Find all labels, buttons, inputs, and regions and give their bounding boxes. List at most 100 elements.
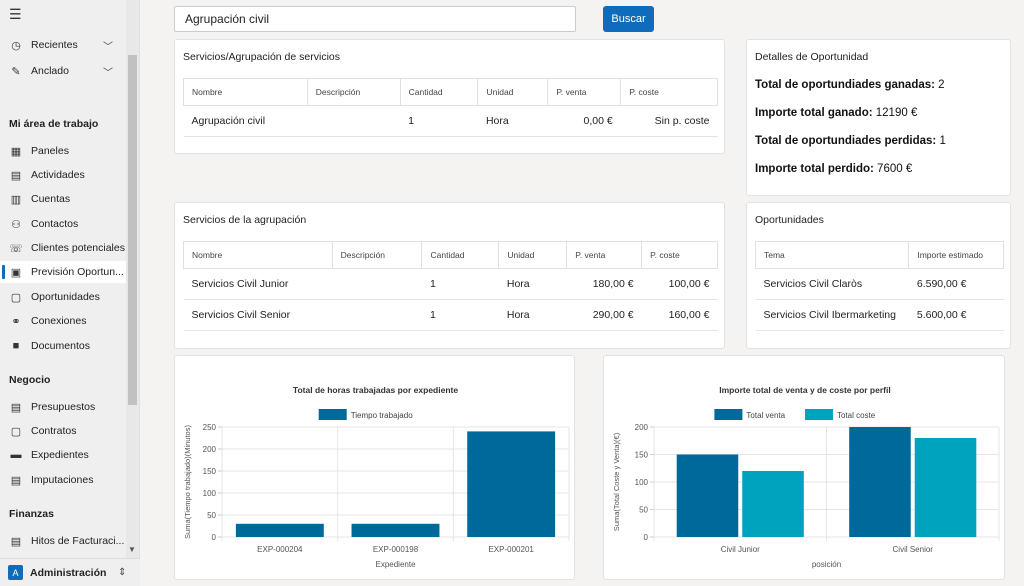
sidebar-item-opportunities[interactable]: ▢ Oportunidades bbox=[0, 286, 127, 308]
cell-name: Servicios Civil Junior bbox=[183, 268, 333, 300]
cell-quantity: 1 bbox=[421, 268, 499, 300]
sidebar-item-leads[interactable]: ☏ Clientes potenciales bbox=[0, 237, 127, 259]
sidebar-item-label: Contratos bbox=[31, 425, 77, 437]
sidebar-item-pinned[interactable]: ✎ Anclado ﹀ bbox=[0, 60, 127, 82]
sidebar-item-accounts[interactable]: ▥ Cuentas bbox=[0, 188, 127, 210]
activities-icon: ▤ bbox=[10, 169, 22, 182]
table-row[interactable]: Servicios Civil Ibermarketing 5.600,00 € bbox=[755, 299, 1004, 331]
bar bbox=[467, 431, 556, 537]
contracts-icon: ▢ bbox=[10, 425, 22, 438]
documents-icon: ■ bbox=[12, 340, 20, 352]
column-header[interactable]: Tema bbox=[754, 241, 910, 269]
search-input[interactable] bbox=[174, 6, 576, 32]
column-header[interactable]: Nombre bbox=[183, 78, 308, 106]
sidebar-item-label: Imputaciones bbox=[31, 474, 94, 486]
quotes-icon: ▤ bbox=[10, 401, 22, 414]
opportunities-icon: ▢ bbox=[10, 291, 22, 304]
table-header-row: Nombre Descripción Cantidad Unidad P. ve… bbox=[183, 78, 718, 106]
column-header[interactable]: P. venta bbox=[566, 241, 643, 269]
scrollbar-thumb[interactable] bbox=[128, 55, 137, 405]
sidebar-item-activities[interactable]: ▤ Actividades bbox=[0, 164, 127, 186]
bar bbox=[742, 471, 804, 537]
column-header[interactable]: Descripción bbox=[331, 241, 423, 269]
sidebar-item-documents[interactable]: ■ Documentos bbox=[0, 335, 127, 357]
hamburger-menu-icon[interactable]: ☰ bbox=[9, 6, 22, 22]
table-row[interactable]: Servicios Civil Senior 1 Hora 290,00 € 1… bbox=[183, 299, 718, 331]
sidebar-item-dashboards[interactable]: ▦ Paneles bbox=[0, 140, 127, 162]
legend-label: Total venta bbox=[746, 411, 785, 420]
y-tick-label: 200 bbox=[203, 445, 217, 454]
forecast-icon: ▣ bbox=[10, 266, 22, 279]
column-header[interactable]: Descripción bbox=[306, 78, 401, 106]
opportunities-card-title: Oportunidades bbox=[755, 214, 824, 226]
cell-estimated-amount: 5.600,00 € bbox=[908, 299, 1004, 331]
sidebar-item-label: Expedientes bbox=[31, 449, 89, 461]
contact-icon: ⚇ bbox=[11, 218, 21, 231]
column-header[interactable]: Cantidad bbox=[399, 78, 479, 106]
sidebar-item-connections[interactable]: ⚭ Conexiones bbox=[0, 310, 127, 332]
switch-area-icon[interactable]: ⇕ bbox=[118, 567, 127, 578]
y-tick-label: 0 bbox=[644, 533, 649, 542]
leads-icon: ☏ bbox=[9, 242, 23, 255]
x-tick-label: EXP-000198 bbox=[373, 545, 419, 554]
sidebar-item-recent[interactable]: ◷ Recientes ﹀ bbox=[0, 34, 127, 56]
column-header[interactable]: P. venta bbox=[547, 78, 622, 106]
column-header[interactable]: Unidad bbox=[477, 78, 549, 106]
column-header[interactable]: P. coste bbox=[620, 78, 718, 106]
opportunities-card: Oportunidades Tema Importe estimado Serv… bbox=[746, 202, 1011, 349]
table-row[interactable]: Servicios Civil Claròs 6.590,00 € bbox=[755, 268, 1004, 300]
sidebar-item-contracts[interactable]: ▢ Contratos bbox=[0, 420, 127, 442]
cell-cost-price: 100,00 € bbox=[641, 268, 718, 300]
sidebar-item-label: Previsión Oportun... bbox=[31, 266, 124, 278]
sidebar-item-forecast[interactable]: ▣ Previsión Oportun... bbox=[0, 261, 127, 283]
won-count-label: Total de oportundiades ganadas: bbox=[755, 79, 935, 91]
column-header[interactable]: Nombre bbox=[183, 241, 333, 269]
chart-title: Total de horas trabajadas por expediente bbox=[293, 385, 458, 395]
table-row[interactable]: Agrupación civil 1 Hora 0,00 € Sin p. co… bbox=[183, 105, 718, 137]
x-tick-label: EXP-000201 bbox=[488, 545, 534, 554]
column-header[interactable]: Importe estimado bbox=[908, 241, 1004, 269]
bar bbox=[914, 438, 977, 537]
y-tick-label: 150 bbox=[203, 467, 217, 476]
chevron-down-icon[interactable]: ﹀ bbox=[103, 41, 113, 53]
lost-count-value: 1 bbox=[939, 135, 946, 147]
lost-amount-value: 7600 € bbox=[877, 163, 913, 175]
sidebar-item-label: Clientes potenciales bbox=[31, 242, 125, 254]
cell-description bbox=[332, 268, 422, 300]
area-label: Administración bbox=[30, 566, 107, 579]
sidebar-item-invoice-milestones[interactable]: ▤ Hitos de Facturaci... bbox=[0, 530, 127, 552]
sidebar-item-files[interactable]: ▬ Expedientes bbox=[0, 444, 127, 466]
cell-cost-price: Sin p. coste bbox=[620, 105, 718, 137]
sidebar-item-quotes[interactable]: ▤ Presupuestos bbox=[0, 396, 127, 418]
sidebar-item-label: Presupuestos bbox=[31, 401, 96, 413]
y-axis-label: Suma(Total Coste y Venta)(€) bbox=[612, 432, 621, 531]
sidebar-item-label: Contactos bbox=[31, 218, 79, 230]
table-header-row: Nombre Descripción Cantidad Unidad P. ve… bbox=[183, 241, 718, 269]
won-amount-line: Importe total ganado: 12190 € bbox=[755, 107, 917, 119]
search-button[interactable]: Buscar bbox=[603, 6, 654, 32]
sidebar-item-timesheets[interactable]: ▤ Imputaciones bbox=[0, 469, 127, 491]
column-header[interactable]: Cantidad bbox=[421, 241, 500, 269]
x-tick-label: Civil Junior bbox=[721, 545, 760, 554]
sidebar-scrollbar[interactable]: ▼ bbox=[126, 0, 139, 586]
area-avatar: A bbox=[8, 565, 23, 580]
cell-sale-price: 180,00 € bbox=[566, 268, 642, 300]
sidebar-item-contacts[interactable]: ⚇ Contactos bbox=[0, 213, 127, 235]
won-count-value: 2 bbox=[938, 79, 945, 91]
sidebar-item-label: Cuentas bbox=[31, 193, 71, 205]
sales-cost-chart-card: Importe total de venta y de coste por pe… bbox=[603, 355, 1005, 580]
cell-estimated-amount: 6.590,00 € bbox=[908, 268, 1004, 300]
area-switcher[interactable]: A Administración ⇕ bbox=[0, 558, 140, 586]
column-header[interactable]: Unidad bbox=[498, 241, 568, 269]
chevron-down-icon[interactable]: ﹀ bbox=[103, 67, 113, 79]
y-tick-label: 150 bbox=[635, 451, 649, 460]
group-services-table: Nombre Descripción Cantidad Unidad P. ve… bbox=[183, 241, 718, 331]
won-amount-label: Importe total ganado: bbox=[755, 107, 873, 119]
sidebar: ☰ ◷ Recientes ﹀ ✎ Anclado ﹀ Mi área de t… bbox=[0, 0, 140, 586]
x-axis-label: posición bbox=[812, 560, 841, 569]
column-header[interactable]: P. coste bbox=[641, 241, 718, 269]
scroll-down-arrow-icon[interactable]: ▼ bbox=[128, 545, 136, 554]
table-row[interactable]: Servicios Civil Junior 1 Hora 180,00 € 1… bbox=[183, 268, 718, 300]
sidebar-item-label: Conexiones bbox=[31, 315, 87, 327]
won-amount-value: 12190 € bbox=[875, 107, 918, 119]
